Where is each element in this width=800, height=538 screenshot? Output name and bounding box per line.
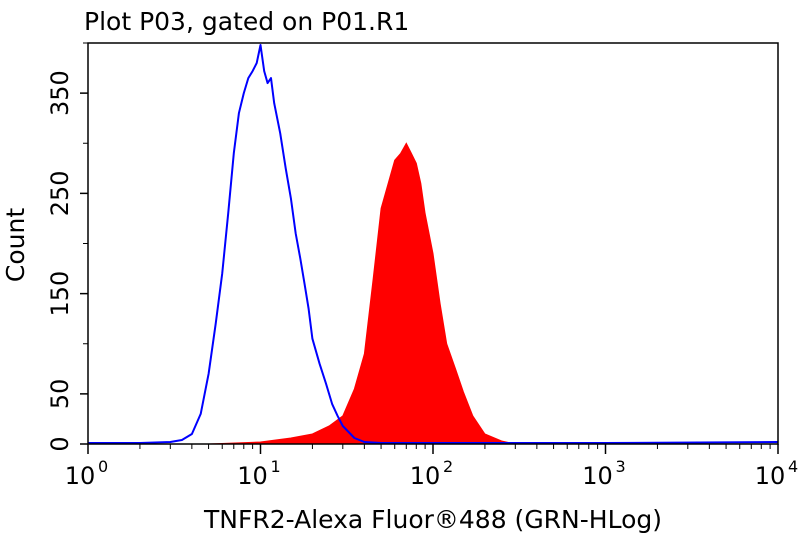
y-axis-label: Count (1, 208, 30, 282)
y-tick-label-0: 0 (46, 436, 74, 451)
x-tick-label-0: 10 (65, 462, 96, 490)
x-tick-exponent-0: 0 (98, 457, 108, 476)
y-tick-label-50: 50 (46, 379, 74, 410)
plot-frame (87, 42, 779, 445)
series-layer (88, 44, 779, 445)
y-tick-label-150: 150 (46, 271, 74, 317)
series-0-filled-area (88, 142, 778, 445)
x-tick-exponent-3: 3 (616, 457, 626, 476)
x-tick-exponent-4: 4 (788, 457, 798, 476)
y-tick-label-250: 250 (46, 170, 74, 216)
x-tick-label-1: 10 (237, 462, 268, 490)
y-tick-label-350: 350 (46, 70, 74, 116)
x-tick-exponent-1: 1 (271, 457, 281, 476)
x-tick-exponent-2: 2 (443, 457, 453, 476)
x-tick-label-2: 10 (410, 462, 441, 490)
chart-title: Plot P03, gated on P01.R1 (84, 7, 409, 36)
series-1-line (88, 44, 779, 444)
x-tick-label-3: 10 (582, 462, 613, 490)
x-axis-label: TNFR2-Alexa Fluor®488 (GRN-HLog) (203, 505, 662, 534)
x-tick-label-4: 10 (755, 462, 786, 490)
